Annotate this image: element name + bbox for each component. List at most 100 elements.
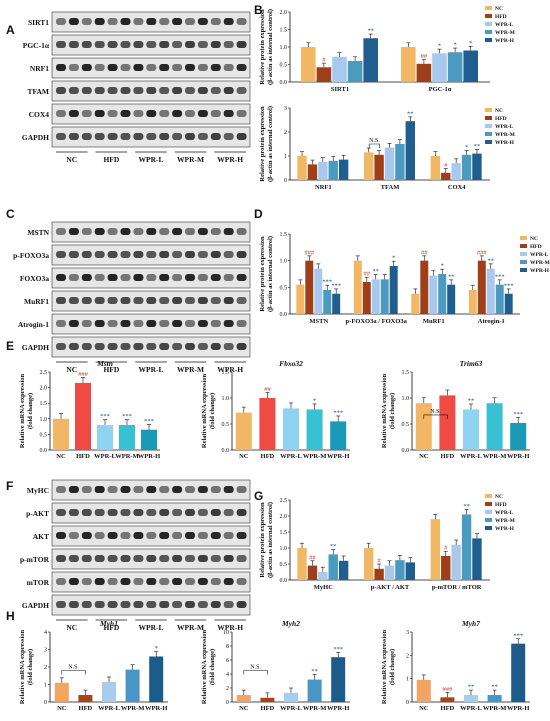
significance-mark: *** <box>100 413 110 420</box>
blot-band <box>197 18 208 25</box>
blot-band <box>107 555 118 562</box>
bar <box>75 382 91 450</box>
blot-band <box>197 555 208 562</box>
blot-band <box>185 555 195 562</box>
blot-band <box>236 133 247 140</box>
bar <box>307 164 318 180</box>
blot-band <box>197 274 208 281</box>
y-tick-label: 2.0 <box>40 386 48 392</box>
panel-label-B: B <box>254 3 263 17</box>
bar <box>328 160 338 180</box>
legend-swatch <box>520 236 527 240</box>
blot-band <box>197 601 208 608</box>
significance-mark: * <box>155 645 158 652</box>
blot-label: MSTN <box>27 228 49 237</box>
legend-label: WPR-H <box>495 38 515 44</box>
blot-band <box>210 228 221 235</box>
blot-band <box>94 18 105 25</box>
significance-mark: # <box>444 162 448 169</box>
legend-swatch <box>485 140 492 144</box>
x-category-label: WPR-L <box>280 453 302 460</box>
group-label: WPR-H <box>217 365 243 374</box>
blot-band <box>236 228 247 235</box>
y-tick-label: 1.0 <box>402 396 410 402</box>
blot-band <box>133 555 144 562</box>
blot-band <box>223 87 234 94</box>
blot-band <box>185 41 195 48</box>
significance-mark: ### <box>304 249 315 256</box>
significance-mark: * <box>392 255 395 262</box>
group-label: NC <box>66 623 77 632</box>
bar <box>477 260 486 314</box>
y-tick-label: 0.5 <box>222 422 230 428</box>
legend-swatch <box>485 22 492 26</box>
blot-band <box>185 87 195 94</box>
blot-band <box>159 486 170 493</box>
blot-band <box>94 601 105 608</box>
blot-band <box>172 274 183 281</box>
blot-band <box>159 87 170 94</box>
bar <box>504 293 513 314</box>
blot-band <box>133 343 144 350</box>
x-category-label: HFD <box>79 705 93 712</box>
significance-mark: *** <box>495 273 505 280</box>
blot-band <box>185 251 195 258</box>
y-tick-label: 0.0 <box>40 448 48 454</box>
significance-mark: # <box>377 558 381 565</box>
legend-swatch <box>485 132 492 136</box>
blot-band <box>56 297 66 304</box>
y-axis-label-line: Relative protein expression <box>259 236 266 312</box>
blot-band <box>223 64 234 71</box>
blot-band <box>210 41 221 48</box>
blot-band <box>210 110 221 117</box>
significance-mark: * <box>441 263 444 270</box>
y-tick-label: 0.5 <box>280 285 288 291</box>
blot-band <box>159 578 170 585</box>
blot-band <box>197 133 208 140</box>
x-category-label: HFD <box>261 453 275 460</box>
bar <box>53 418 69 450</box>
significance-mark: ** <box>448 273 455 280</box>
blot-band <box>120 555 131 562</box>
blot-band <box>120 64 131 71</box>
bar <box>316 67 332 82</box>
ns-label: N.S. <box>430 409 441 415</box>
panel-label-H: H <box>6 609 15 623</box>
blot-band <box>197 509 208 516</box>
y-axis-label-line: (fold change) <box>389 649 396 685</box>
blot-band <box>236 110 247 117</box>
x-category-label: MuRF1 <box>423 318 445 325</box>
ns-label: N.S. <box>68 665 79 671</box>
chart-title: Myh2 <box>281 619 300 628</box>
y-tick-label: 0.0 <box>280 80 288 86</box>
blot-band <box>185 64 195 71</box>
y-tick-label: 1.0 <box>40 417 48 423</box>
blot-band <box>159 41 170 48</box>
blot-band <box>185 274 195 281</box>
blot-band <box>120 110 131 117</box>
blot-band <box>146 133 157 140</box>
blot-band <box>223 509 234 516</box>
blot-band <box>68 133 79 140</box>
blot-band <box>223 555 234 562</box>
chart-E1: 0.0 0.5 1.0 1.5 2.0 2.5 Relative mRNA expressi… <box>19 359 160 460</box>
bar <box>331 657 346 702</box>
bar <box>411 293 420 314</box>
blot-label: MyHC <box>27 486 49 495</box>
bar <box>314 268 323 314</box>
legend-label: HFD <box>495 116 507 122</box>
blot-band <box>107 343 118 350</box>
y-axis-label-line: (fold change) <box>27 649 34 685</box>
y-tick-label: 1 <box>284 154 287 160</box>
blot-band <box>107 297 118 304</box>
y-tick-label: 0.0 <box>402 448 410 454</box>
blot-band <box>94 64 105 71</box>
blot-band <box>94 110 105 117</box>
group-label: WPR-L <box>139 623 164 632</box>
legend-swatch <box>485 6 492 10</box>
blot-band <box>56 133 66 140</box>
x-category-label: WPR-M <box>121 705 144 712</box>
blot-band <box>223 18 234 25</box>
blot-band <box>120 601 131 608</box>
blot-band <box>94 320 105 327</box>
